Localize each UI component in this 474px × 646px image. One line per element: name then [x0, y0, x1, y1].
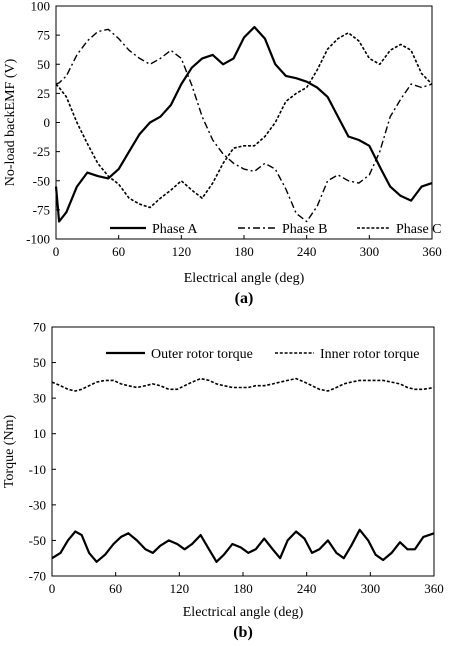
x-tick-label: 120 — [170, 581, 190, 596]
series-line-1 — [54, 25, 433, 223]
legend-label: Phase C — [396, 222, 442, 237]
y-tick-label: -50 — [33, 173, 50, 188]
y-tick-label: -30 — [29, 497, 46, 512]
y-tick-label: -25 — [33, 144, 50, 159]
chart-panel-1: 0 60 120 180 240 300 360 100 75 50 25 0 -25 -50 -75 -10… — [3, 0, 442, 307]
panel-label: (a) — [235, 290, 254, 307]
y-tick-label: -75 — [33, 202, 50, 217]
legend: Phase A Phase B Phase C — [110, 222, 442, 237]
legend-label: Inner rotor torque — [320, 347, 420, 362]
chart-panel-2: 0 60 120 180 240 300 360 70 50 30 10 -10 -30 -50 -70 El… — [2, 320, 444, 642]
x-axis-title: Electrical angle (deg) — [183, 605, 304, 620]
series-line-1 — [51, 528, 435, 563]
plot-frame — [55, 5, 433, 240]
y-axis-title: Torque (Nm) — [2, 415, 17, 489]
y-tick-label: -100 — [26, 232, 50, 247]
x-tick-label: 240 — [297, 581, 317, 596]
y-tick-label: 50 — [33, 355, 46, 370]
x-tick-label: 180 — [234, 244, 254, 259]
x-tick-label: 60 — [112, 244, 125, 259]
y-tick-label: 50 — [37, 57, 50, 72]
x-axis-title: Electrical angle (deg) — [184, 271, 305, 286]
x-tick-label: 360 — [422, 244, 442, 259]
y-tick-label: 100 — [31, 0, 51, 14]
x-tick-label: 300 — [361, 581, 381, 596]
y-axis-title: No-load backEMF (V) — [3, 58, 18, 186]
legend: Outer rotor torque Inner rotor torque — [106, 347, 420, 362]
x-tick-label: 120 — [172, 244, 192, 259]
plot-frame — [51, 326, 435, 577]
series-line-2 — [51, 377, 435, 392]
panel-label: (b) — [233, 624, 253, 641]
y-tick-label: 0 — [44, 115, 51, 130]
y-tick-label: -50 — [29, 533, 46, 548]
legend-label: Outer rotor torque — [151, 347, 253, 362]
y-tick-label: 25 — [37, 86, 50, 101]
x-tick-label: 360 — [424, 581, 444, 596]
series-line-2 — [55, 28, 433, 223]
y-tick-label: 75 — [37, 28, 50, 43]
y-tick-label: 30 — [33, 391, 46, 406]
x-tick-label: 180 — [233, 581, 253, 596]
x-tick-label: 0 — [49, 581, 56, 596]
x-tick-label: 60 — [109, 581, 122, 596]
y-tick-label: 70 — [33, 320, 46, 335]
y-tick-label: -70 — [29, 569, 46, 584]
series-line-3 — [55, 31, 433, 209]
x-tick-label: 240 — [297, 244, 317, 259]
legend-label: Phase A — [152, 222, 198, 237]
x-tick-label: 300 — [360, 244, 380, 259]
y-tick-label: -10 — [29, 462, 46, 477]
y-tick-label: 10 — [33, 426, 46, 441]
x-tick-label: 0 — [53, 244, 60, 259]
legend-label: Phase B — [282, 222, 328, 237]
